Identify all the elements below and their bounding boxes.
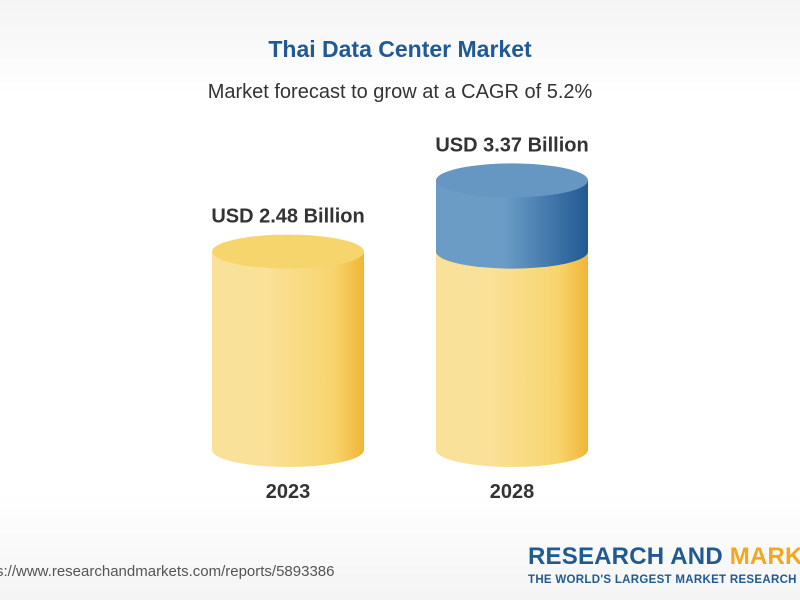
chart-title: Thai Data Center Market <box>268 36 532 62</box>
cylinder-body-2023 <box>212 251 364 467</box>
source-url[interactable]: s://www.researchandmarkets.com/reports/5… <box>0 563 335 580</box>
value-label-2028: USD 3.37 Billion <box>435 134 588 156</box>
cylinder-top-2023 <box>212 234 364 269</box>
cylinder-body-2028 <box>436 251 588 467</box>
value-label-2023: USD 2.48 Billion <box>211 206 364 228</box>
brand-name-part2: MARKET <box>729 543 800 570</box>
brand-name: RESEARCH AND MARKET <box>528 544 800 570</box>
brand-tagline: THE WORLD'S LARGEST MARKET RESEARCH ST <box>528 574 800 586</box>
category-label-2028: 2028 <box>490 481 535 503</box>
cylinder-top-2028 <box>436 163 588 198</box>
category-label-2023: 2023 <box>266 481 311 503</box>
growth-segment-2028 <box>436 180 588 269</box>
brand-name-part1: RESEARCH AND <box>528 543 730 570</box>
chart-subtitle: Market forecast to grow at a CAGR of 5.2… <box>207 81 593 103</box>
brand-logo: RESEARCH AND MARKET THE WORLD'S LARGEST … <box>528 544 800 587</box>
